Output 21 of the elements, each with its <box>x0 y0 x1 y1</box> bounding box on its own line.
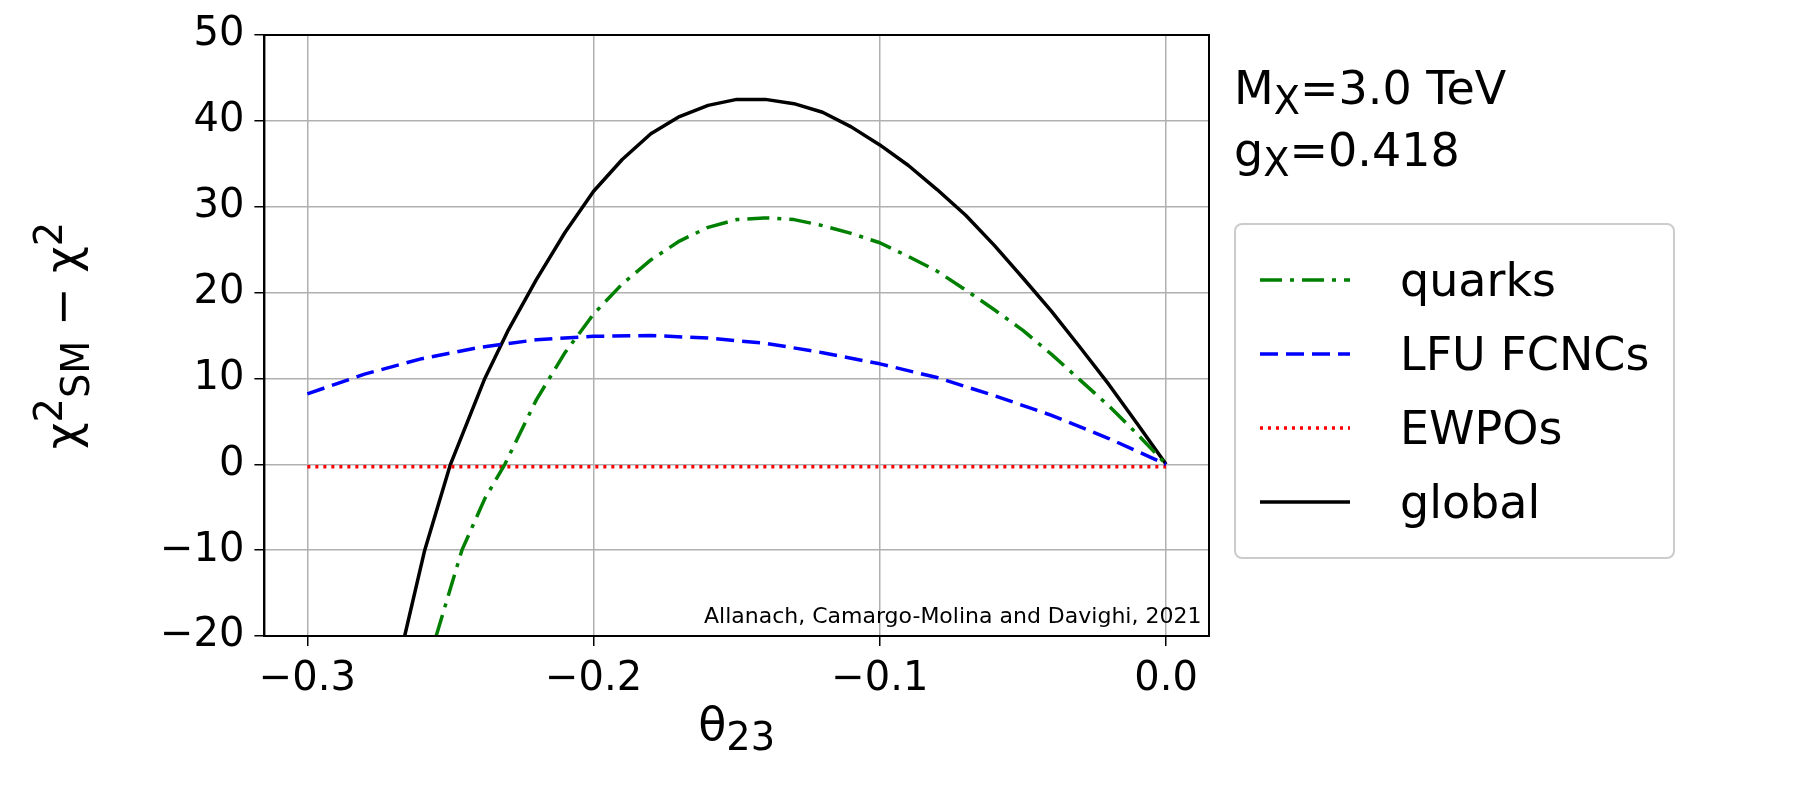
text: g$_{X}$=0.418 <box>1234 123 1460 186</box>
y-tick-label: 50 <box>193 8 245 55</box>
legend-label: quarks <box>1400 252 1557 307</box>
legend-label: global <box>1400 474 1541 529</box>
x-tick-label: −0.2 <box>545 653 643 700</box>
x-tick-label: 0.0 <box>1134 653 1198 700</box>
text: M$_{X}$=3.0 TeV <box>1234 61 1507 124</box>
y-tick-label: −20 <box>159 609 245 656</box>
y-tick-label: −10 <box>159 523 245 570</box>
legend-label: EWPOs <box>1400 400 1563 455</box>
line-series <box>305 333 1168 467</box>
y-tick-label: 40 <box>193 94 245 141</box>
y-tick-label: 30 <box>193 180 245 227</box>
x-axis-title: θ$_{23}$ <box>698 697 776 760</box>
y-tick-label: 20 <box>193 265 245 312</box>
y-tick-label: 0 <box>218 437 245 484</box>
x-tick-label: −0.1 <box>831 653 929 700</box>
x-tick-label: −0.3 <box>258 653 356 700</box>
legend-label: LFU FCNCs <box>1400 326 1650 381</box>
annotation: Allanach, Camargo-Molina and Davighi, 2021 <box>704 603 1202 628</box>
y-tick-label: 10 <box>193 351 245 398</box>
